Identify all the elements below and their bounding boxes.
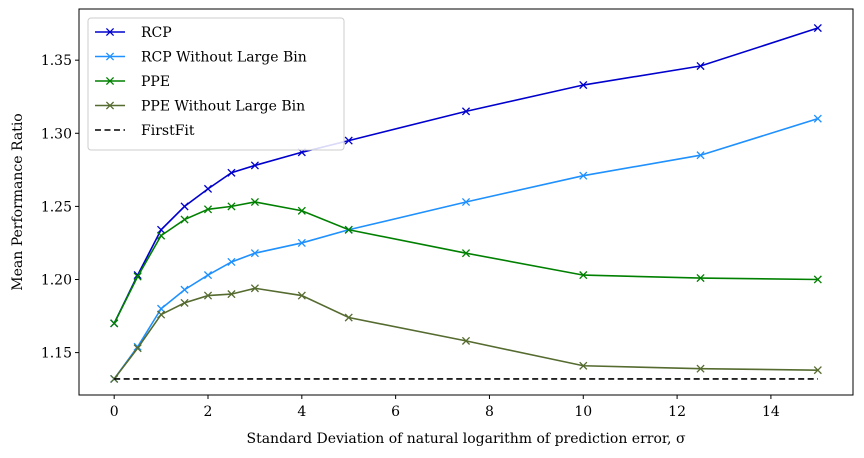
legend-entry-ppe-without-large-bin: PPE Without Large Bin	[95, 99, 305, 115]
legend-entry-ppe: PPE	[95, 74, 170, 90]
data-point	[227, 257, 236, 267]
data-point	[157, 304, 166, 313]
y-axis-label: Mean Performance Ratio	[10, 113, 26, 290]
data-point	[696, 151, 705, 160]
x-tick-label: 4	[297, 404, 306, 420]
data-point	[696, 364, 705, 373]
data-point	[297, 291, 306, 300]
data-point	[250, 249, 259, 258]
legend-marker	[105, 27, 115, 37]
legend: RCP RCP Without Large Bin PPE PPE Without L…	[87, 17, 345, 151]
data-point	[297, 206, 306, 215]
x-tick-label: 14	[762, 404, 780, 420]
data-point	[227, 290, 236, 299]
data-point	[579, 80, 588, 90]
x-tick-label: 12	[668, 404, 686, 420]
data-point	[250, 197, 259, 207]
y-tick-label: 1.25	[41, 199, 72, 215]
legend-entry-rcp: RCP	[95, 25, 172, 41]
data-point	[157, 225, 166, 234]
data-point	[344, 313, 353, 322]
legend-marker	[105, 52, 115, 61]
data-point	[203, 291, 213, 300]
legend-label: PPE Without Large Bin	[141, 99, 305, 115]
data-point	[180, 285, 189, 294]
data-point	[250, 161, 259, 170]
data-point	[813, 275, 822, 284]
legend-label: RCP	[141, 25, 172, 41]
data-point	[250, 284, 259, 293]
data-point	[696, 61, 705, 71]
data-point	[227, 168, 236, 177]
data-point	[344, 225, 353, 234]
data-point	[203, 271, 213, 280]
data-point	[461, 336, 471, 345]
legend-frame	[87, 17, 345, 151]
data-point	[203, 205, 213, 214]
x-tick-label: 8	[485, 404, 494, 420]
y-tick-label: 1.35	[41, 53, 72, 69]
data-point	[696, 273, 705, 283]
data-point	[203, 184, 213, 193]
series-layer	[110, 23, 822, 383]
legend-marker	[105, 101, 115, 110]
data-point	[813, 366, 822, 375]
data-point	[180, 202, 189, 211]
plot-border	[78, 8, 854, 396]
x-tick-label: 0	[110, 404, 119, 420]
data-point	[579, 361, 588, 370]
data-point	[133, 344, 142, 353]
data-point	[227, 202, 236, 211]
y-tick-label: 1.20	[41, 272, 72, 288]
series-ppe	[110, 197, 822, 328]
legend-label: RCP Without Large Bin	[141, 50, 307, 66]
legend-label: PPE	[141, 74, 170, 90]
x-axis-label: Standard Deviation of natural logarithm …	[246, 431, 685, 447]
x-axis: 0 2 4 6 8 10 12 14	[110, 395, 780, 420]
legend-label: FirstFit	[141, 123, 195, 139]
data-point	[344, 136, 353, 145]
x-tick-label: 6	[391, 404, 400, 420]
y-tick-label: 1.15	[41, 346, 72, 362]
x-tick-label: 2	[204, 404, 213, 420]
data-point	[579, 171, 588, 180]
data-point	[110, 319, 119, 328]
y-tick-label: 1.30	[41, 126, 72, 142]
data-point	[579, 271, 588, 280]
x-tick-label: 10	[574, 404, 592, 420]
data-point	[461, 197, 471, 207]
y-axis: 1.15 1.20 1.25 1.30 1.35	[41, 53, 79, 362]
data-point	[157, 231, 166, 240]
data-point	[133, 272, 142, 281]
data-point	[461, 249, 471, 258]
series-ppe-without-large-bin	[110, 284, 822, 383]
legend-entry-firstfit: FirstFit	[95, 123, 195, 139]
data-point	[813, 23, 822, 33]
data-point	[813, 114, 822, 123]
legend-marker	[105, 76, 115, 86]
data-point	[297, 238, 306, 247]
data-point	[180, 298, 189, 307]
series-rcp-without-large-bin	[110, 114, 822, 383]
data-point	[180, 215, 189, 224]
legend-entry-rcp-without-large-bin: RCP Without Large Bin	[95, 50, 307, 66]
data-point	[461, 107, 471, 116]
data-point	[157, 310, 166, 319]
